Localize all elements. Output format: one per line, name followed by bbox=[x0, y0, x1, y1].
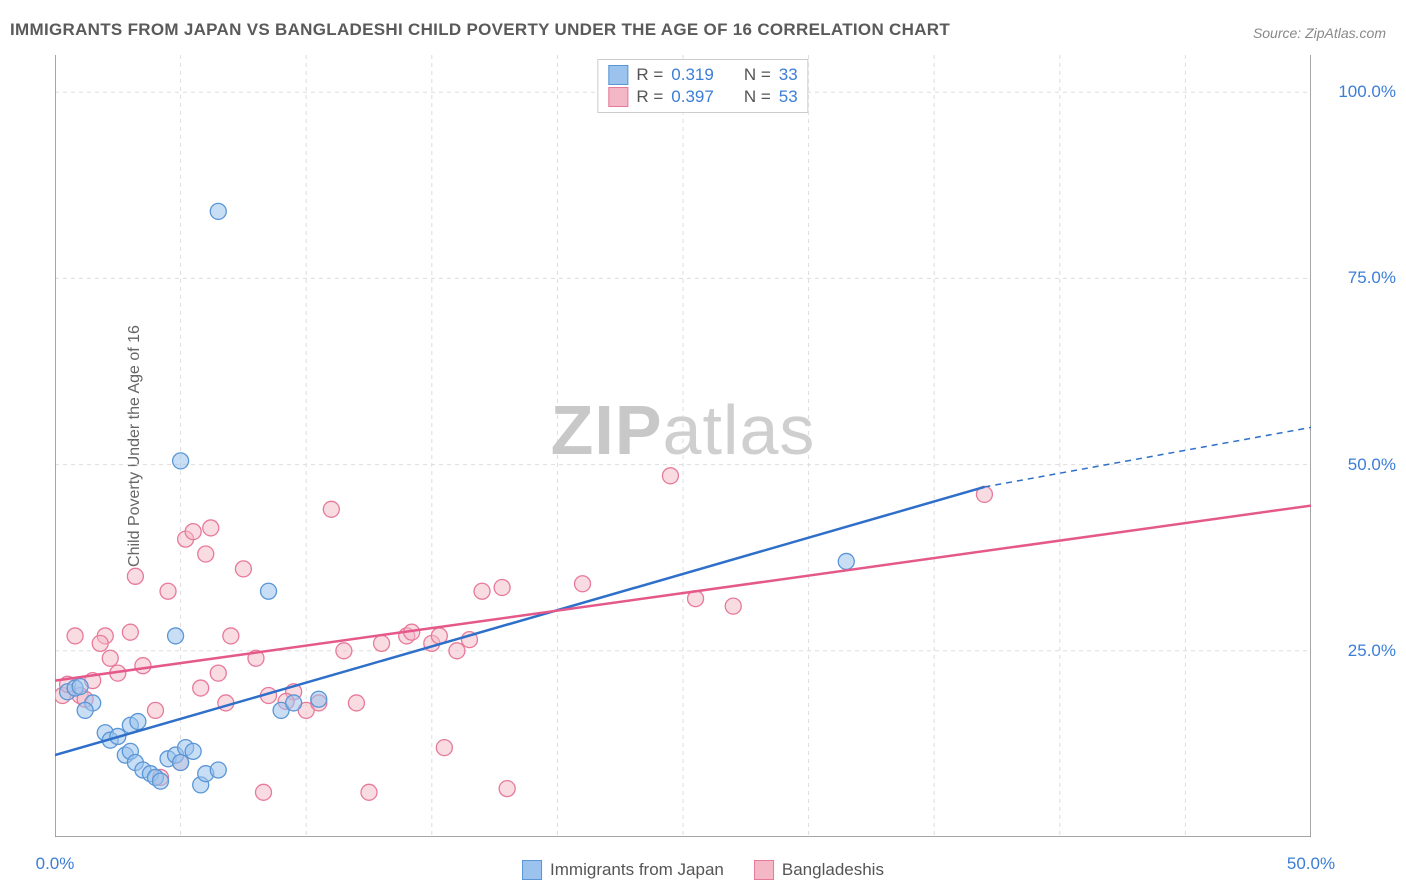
legend-swatch bbox=[608, 87, 628, 107]
y-tick-label: 75.0% bbox=[1348, 268, 1396, 288]
legend-swatch bbox=[754, 860, 774, 880]
legend-series-item: Immigrants from Japan bbox=[522, 860, 724, 880]
n-label: N = bbox=[744, 87, 771, 107]
x-tick-label: 0.0% bbox=[36, 854, 75, 874]
y-tick-label: 50.0% bbox=[1348, 455, 1396, 475]
n-value: 53 bbox=[779, 87, 798, 107]
legend-correlation-row: R = 0.319 N = 33 bbox=[608, 64, 797, 86]
y-tick-label: 100.0% bbox=[1338, 82, 1396, 102]
scatter-plot-svg bbox=[55, 55, 1311, 837]
r-value: 0.397 bbox=[671, 87, 714, 107]
x-tick-label: 50.0% bbox=[1287, 854, 1335, 874]
r-label: R = bbox=[636, 65, 663, 85]
series-legend: Immigrants from Japan Bangladeshis bbox=[522, 860, 884, 880]
plot-area: ZIPatlas bbox=[55, 55, 1311, 837]
chart-title: IMMIGRANTS FROM JAPAN VS BANGLADESHI CHI… bbox=[10, 20, 950, 40]
n-value: 33 bbox=[779, 65, 798, 85]
correlation-chart: IMMIGRANTS FROM JAPAN VS BANGLADESHI CHI… bbox=[0, 0, 1406, 892]
r-label: R = bbox=[636, 87, 663, 107]
legend-series-item: Bangladeshis bbox=[754, 860, 884, 880]
legend-series-label: Immigrants from Japan bbox=[550, 860, 724, 880]
legend-correlation-row: R = 0.397 N = 53 bbox=[608, 86, 797, 108]
y-tick-label: 25.0% bbox=[1348, 641, 1396, 661]
legend-series-label: Bangladeshis bbox=[782, 860, 884, 880]
n-label: N = bbox=[744, 65, 771, 85]
correlation-legend: R = 0.319 N = 33 R = 0.397 N = 53 bbox=[597, 59, 808, 113]
legend-swatch bbox=[522, 860, 542, 880]
source-attribution: Source: ZipAtlas.com bbox=[1253, 25, 1386, 41]
r-value: 0.319 bbox=[671, 65, 714, 85]
legend-swatch bbox=[608, 65, 628, 85]
